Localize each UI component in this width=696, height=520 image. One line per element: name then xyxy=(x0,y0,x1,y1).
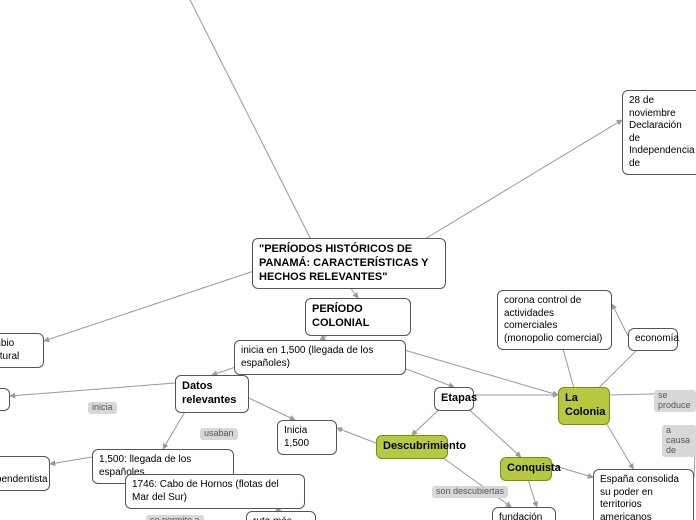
edge xyxy=(44,272,252,341)
node-inicia1500b[interactable]: Inicia 1,500 xyxy=(277,420,337,455)
edge-label-usaban: usaban xyxy=(200,428,238,440)
node-inicia1500[interactable]: inicia en 1,500 (llegada de los españole… xyxy=(234,340,406,375)
node-periodo[interactable]: PERÍODO COLONIAL xyxy=(305,298,411,336)
edge-label-acausa: a causa de xyxy=(662,425,696,457)
edge xyxy=(462,403,521,457)
edge-label-permite: se permite a xyxy=(146,515,204,520)
node-cultural[interactable]: ambio cultural xyxy=(0,333,44,368)
edge xyxy=(427,120,622,238)
node-os[interactable]: os xyxy=(0,388,10,411)
edge xyxy=(434,451,512,507)
node-corona[interactable]: corona control de actividades comerciale… xyxy=(497,290,612,350)
node-descubr[interactable]: Descubrimiento xyxy=(376,435,448,459)
node-proceso[interactable]: eso independentista xyxy=(0,456,50,491)
edge xyxy=(50,457,92,464)
node-datos[interactable]: Datos relevantes xyxy=(175,375,249,413)
edge xyxy=(397,348,558,395)
node-colonia[interactable]: La Colonia xyxy=(558,387,610,425)
edge-label-seproduce: se produce xyxy=(654,390,696,412)
edge xyxy=(612,304,628,336)
node-cabo[interactable]: 1746: Cabo de Hornos (flotas del Mar del… xyxy=(125,474,305,509)
node-etapas[interactable]: Etapas xyxy=(434,387,474,411)
node-espana[interactable]: España consolida su poder en territorios… xyxy=(593,469,694,520)
node-fundacion[interactable]: fundación de xyxy=(492,507,556,520)
node-title[interactable]: "PERÍODOS HISTÓRICOS DE PANAMÁ: CARACTER… xyxy=(252,238,446,289)
node-economia[interactable]: economía xyxy=(628,328,678,351)
edge xyxy=(337,428,376,443)
edge-label-descubiertas: son descubiertas xyxy=(432,486,508,498)
edge xyxy=(10,383,175,396)
node-indep[interactable]: 28 de noviembre Declaración de Independe… xyxy=(622,90,696,175)
edge-label-inicia: inicia xyxy=(88,402,117,414)
edge xyxy=(180,0,310,238)
node-ruta[interactable]: ruta más larga xyxy=(246,511,316,520)
mindmap-canvas[interactable]: "PERÍODOS HISTÓRICOS DE PANAMÁ: CARACTER… xyxy=(0,0,696,520)
node-conquista[interactable]: Conquista xyxy=(500,457,552,481)
